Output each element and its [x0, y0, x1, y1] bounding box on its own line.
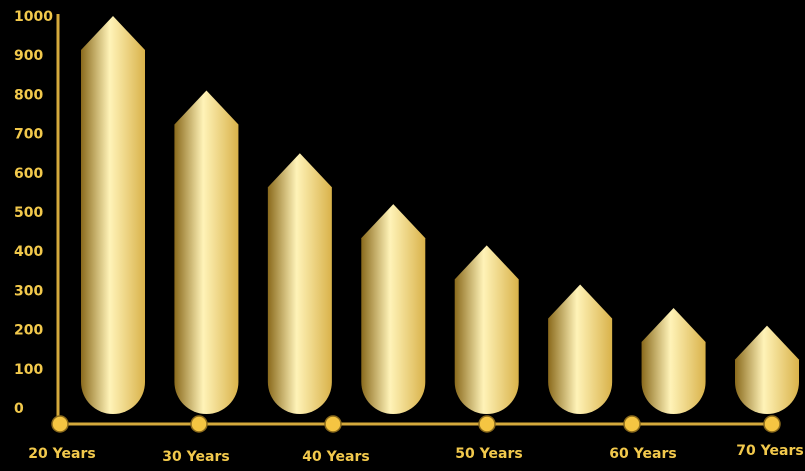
y-tick-label: 200	[14, 323, 43, 339]
bar-5	[454, 245, 519, 414]
bar-2	[174, 90, 239, 414]
x-axis-marker	[190, 415, 208, 433]
bar-8	[735, 325, 799, 414]
bar-3	[267, 153, 332, 414]
x-axis-marker	[623, 415, 641, 433]
y-axis: 0 100 200 300 400 500 600 700 800 900 1000	[14, 9, 60, 424]
bars	[81, 16, 799, 414]
y-tick-label: 0	[14, 401, 24, 417]
bar-4	[361, 204, 426, 414]
x-axis-marker	[51, 415, 69, 433]
y-tick-label: 1000	[14, 9, 53, 25]
y-tick-label: 300	[14, 283, 43, 299]
y-tick-label: 800	[14, 87, 43, 103]
bar-1	[81, 16, 145, 414]
y-tick-label: 600	[14, 166, 43, 182]
y-tick-label: 500	[14, 205, 43, 221]
bar-6	[548, 284, 613, 414]
x-tick-label: 30 Years	[162, 449, 229, 465]
bar-7	[641, 308, 706, 414]
x-axis-marker	[763, 415, 781, 433]
x-tick-label: 20 Years	[28, 446, 95, 462]
x-axis-marker	[478, 415, 496, 433]
y-tick-label: 900	[14, 48, 43, 64]
x-axis-marker	[324, 415, 342, 433]
x-tick-label: 50 Years	[455, 446, 522, 462]
y-tick-label: 400	[14, 244, 43, 260]
x-tick-label: 60 Years	[609, 446, 676, 462]
y-tick-label: 700	[14, 127, 43, 143]
x-tick-label: 70 Years	[736, 443, 803, 459]
x-axis: 20 Years 30 Years 40 Years 50 Years 60 Years…	[28, 415, 804, 465]
x-tick-label: 40 Years	[302, 449, 369, 465]
y-tick-label: 100	[14, 362, 43, 378]
